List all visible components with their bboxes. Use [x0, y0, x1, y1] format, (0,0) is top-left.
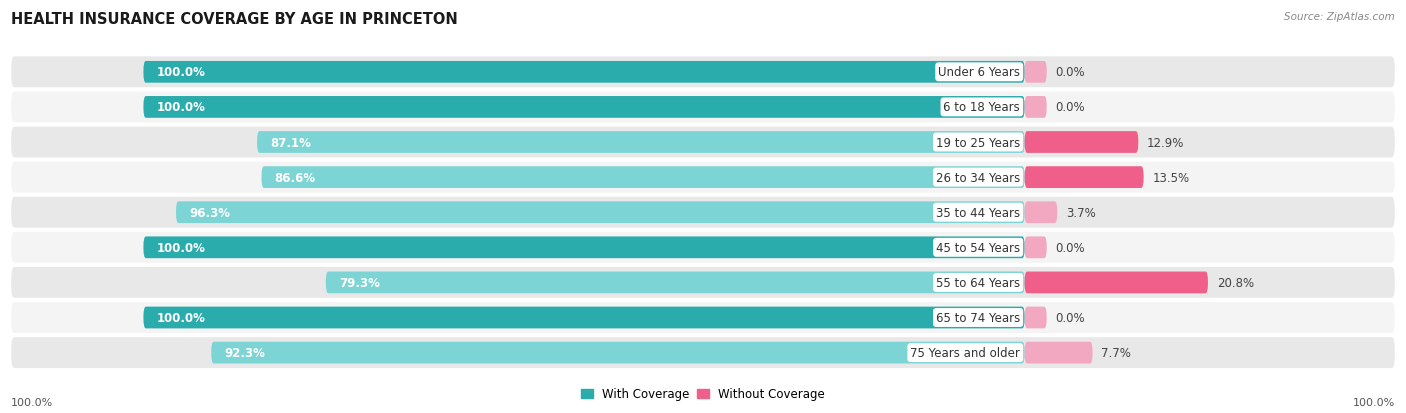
FancyBboxPatch shape	[11, 92, 1395, 123]
FancyBboxPatch shape	[1025, 237, 1046, 259]
FancyBboxPatch shape	[11, 197, 1395, 228]
Text: 65 to 74 Years: 65 to 74 Years	[936, 311, 1021, 324]
FancyBboxPatch shape	[1025, 202, 1057, 223]
FancyBboxPatch shape	[1025, 167, 1143, 189]
Text: 92.3%: 92.3%	[225, 346, 266, 359]
Text: 55 to 64 Years: 55 to 64 Years	[936, 276, 1021, 289]
FancyBboxPatch shape	[143, 97, 1025, 119]
Text: Source: ZipAtlas.com: Source: ZipAtlas.com	[1284, 12, 1395, 22]
Text: 45 to 54 Years: 45 to 54 Years	[936, 241, 1021, 254]
Text: 6 to 18 Years: 6 to 18 Years	[943, 101, 1021, 114]
Text: 3.7%: 3.7%	[1066, 206, 1095, 219]
Text: HEALTH INSURANCE COVERAGE BY AGE IN PRINCETON: HEALTH INSURANCE COVERAGE BY AGE IN PRIN…	[11, 12, 458, 27]
Text: 96.3%: 96.3%	[190, 206, 231, 219]
Text: 100.0%: 100.0%	[156, 241, 205, 254]
FancyBboxPatch shape	[257, 132, 1025, 154]
FancyBboxPatch shape	[11, 232, 1395, 263]
Text: 100.0%: 100.0%	[156, 101, 205, 114]
Text: 26 to 34 Years: 26 to 34 Years	[936, 171, 1021, 184]
Text: 86.6%: 86.6%	[274, 171, 316, 184]
FancyBboxPatch shape	[11, 57, 1395, 88]
Text: 0.0%: 0.0%	[1056, 241, 1085, 254]
Text: 87.1%: 87.1%	[270, 136, 311, 149]
FancyBboxPatch shape	[143, 307, 1025, 329]
Text: 19 to 25 Years: 19 to 25 Years	[936, 136, 1021, 149]
Text: Under 6 Years: Under 6 Years	[938, 66, 1021, 79]
Text: 0.0%: 0.0%	[1056, 101, 1085, 114]
Text: 100.0%: 100.0%	[156, 311, 205, 324]
FancyBboxPatch shape	[176, 202, 1025, 223]
Text: 100.0%: 100.0%	[156, 66, 205, 79]
Text: 75 Years and older: 75 Years and older	[910, 346, 1021, 359]
Text: 79.3%: 79.3%	[339, 276, 380, 289]
Text: 0.0%: 0.0%	[1056, 311, 1085, 324]
Legend: With Coverage, Without Coverage: With Coverage, Without Coverage	[576, 383, 830, 405]
FancyBboxPatch shape	[143, 62, 1025, 83]
FancyBboxPatch shape	[11, 127, 1395, 158]
FancyBboxPatch shape	[1025, 132, 1139, 154]
FancyBboxPatch shape	[1025, 307, 1046, 329]
FancyBboxPatch shape	[1025, 272, 1208, 294]
FancyBboxPatch shape	[262, 167, 1025, 189]
FancyBboxPatch shape	[11, 337, 1395, 368]
Text: 13.5%: 13.5%	[1153, 171, 1189, 184]
FancyBboxPatch shape	[326, 272, 1025, 294]
Text: 0.0%: 0.0%	[1056, 66, 1085, 79]
FancyBboxPatch shape	[1025, 62, 1046, 83]
FancyBboxPatch shape	[11, 302, 1395, 333]
FancyBboxPatch shape	[11, 267, 1395, 298]
Text: 100.0%: 100.0%	[11, 397, 53, 407]
FancyBboxPatch shape	[143, 237, 1025, 259]
FancyBboxPatch shape	[1025, 342, 1092, 363]
Text: 100.0%: 100.0%	[1353, 397, 1395, 407]
Text: 35 to 44 Years: 35 to 44 Years	[936, 206, 1021, 219]
Text: 12.9%: 12.9%	[1147, 136, 1184, 149]
FancyBboxPatch shape	[211, 342, 1025, 363]
Text: 7.7%: 7.7%	[1101, 346, 1132, 359]
FancyBboxPatch shape	[1025, 97, 1046, 119]
FancyBboxPatch shape	[11, 162, 1395, 193]
Text: 20.8%: 20.8%	[1216, 276, 1254, 289]
